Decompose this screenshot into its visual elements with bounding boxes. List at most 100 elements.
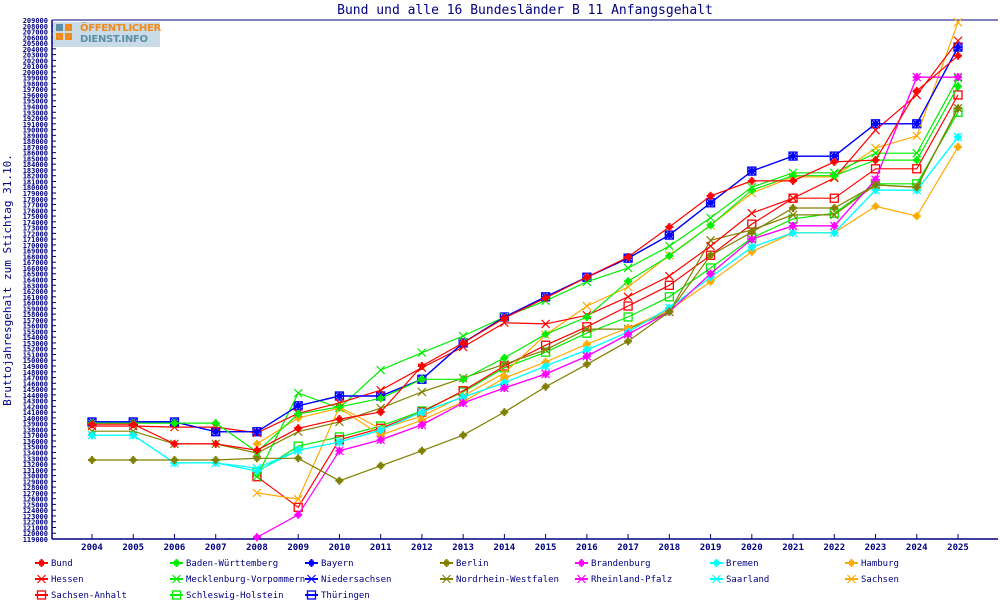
data-point-bremen-core bbox=[873, 187, 879, 193]
data-point-hamburg-core bbox=[749, 249, 755, 255]
data-point-bremen-core bbox=[749, 244, 755, 250]
y-tick-label: 144000 bbox=[23, 392, 48, 400]
data-point-hamburg-core bbox=[708, 279, 714, 285]
series-line-nordrhein-westfalen bbox=[92, 107, 959, 454]
data-point-sachsen bbox=[582, 301, 592, 311]
data-point-berlin-core bbox=[501, 409, 507, 415]
data-point-baden-w-rttemberg-core bbox=[584, 314, 590, 320]
x-tick-label: 2004 bbox=[81, 543, 103, 553]
y-tick-label: 179000 bbox=[23, 190, 48, 198]
data-point-berlin-core bbox=[666, 309, 672, 315]
y-tick-label: 164000 bbox=[23, 277, 48, 285]
logo-text-line1: ÖFFENTLICHER bbox=[80, 23, 161, 34]
legend-label: Bayern bbox=[321, 559, 354, 569]
data-point-mecklenburg-vorpommern bbox=[417, 348, 427, 358]
data-point-hamburg-core bbox=[584, 341, 590, 347]
y-tick-label: 173000 bbox=[23, 225, 48, 233]
legend-marker-icon bbox=[37, 574, 46, 584]
data-point-sachsen-anhalt bbox=[788, 193, 798, 203]
data-point-baden-w-rttemberg-core bbox=[914, 157, 920, 163]
data-point-bund-core bbox=[501, 315, 507, 321]
y-tick-label: 188000 bbox=[23, 138, 48, 146]
legend-label: Nordrhein-Westfalen bbox=[456, 575, 559, 585]
data-point-baden-w-rttemberg-core bbox=[790, 173, 796, 179]
data-point-berlin-core bbox=[460, 432, 466, 438]
data-point-sachsen bbox=[293, 494, 303, 504]
data-point-berlin-core bbox=[955, 105, 961, 111]
y-tick-label: 141000 bbox=[23, 409, 48, 417]
legend-item-baden-w-rttemberg: Baden-Württemberg bbox=[170, 559, 278, 569]
y-tick-label: 157000 bbox=[23, 317, 48, 325]
y-tick-label: 206000 bbox=[23, 34, 48, 42]
series-line-saarland bbox=[92, 136, 959, 469]
data-point-nordrhein-westfalen bbox=[829, 210, 839, 220]
y-tick-label: 200000 bbox=[23, 69, 48, 77]
data-point-hessen bbox=[912, 90, 922, 100]
data-point-sachsen-anhalt bbox=[747, 219, 757, 229]
data-point-bund-core bbox=[460, 340, 466, 346]
data-point-nordrhein-westfalen bbox=[499, 359, 509, 369]
y-tick-label: 151000 bbox=[23, 351, 48, 359]
legend-label: Mecklenburg-Vorpommern bbox=[186, 575, 305, 585]
data-point-bund-core bbox=[790, 178, 796, 184]
logo-text-line2: DIENST.INFO bbox=[80, 34, 148, 45]
x-tick-label: 2017 bbox=[617, 543, 639, 553]
y-tick-label: 203000 bbox=[23, 52, 48, 60]
data-point-hessen bbox=[788, 193, 798, 203]
x-tick-label: 2007 bbox=[205, 543, 227, 553]
y-tick-label: 155000 bbox=[23, 328, 48, 336]
data-point-bremen-core bbox=[501, 380, 507, 386]
data-point-bayern-core bbox=[295, 403, 301, 409]
data-point-bund-core bbox=[708, 193, 714, 199]
data-point-schleswig-holstein bbox=[540, 347, 551, 357]
data-point-bremen-core bbox=[666, 305, 672, 311]
legend-marker-icon bbox=[307, 574, 316, 584]
data-point-berlin-core bbox=[295, 455, 301, 461]
data-point-mecklenburg-vorpommern bbox=[623, 263, 633, 273]
legend-marker-icon bbox=[847, 574, 856, 584]
y-tick-label: 171000 bbox=[23, 236, 48, 244]
y-tick-label: 193000 bbox=[23, 109, 48, 117]
x-tick-label: 2011 bbox=[370, 543, 392, 553]
y-tick-label: 137000 bbox=[23, 432, 48, 440]
series-line-berlin bbox=[92, 107, 959, 482]
y-tick-label: 138000 bbox=[23, 426, 48, 434]
data-point-baden-w-rttemberg-core bbox=[666, 253, 672, 259]
y-tick-label: 122000 bbox=[23, 519, 48, 527]
y-tick-label: 183000 bbox=[23, 167, 48, 175]
data-point-nordrhein-westfalen bbox=[541, 345, 551, 355]
data-point-hessen bbox=[376, 385, 386, 395]
y-tick-label: 189000 bbox=[23, 132, 48, 140]
data-point-baden-w-rttemberg-core bbox=[378, 395, 384, 401]
y-tick-label: 161000 bbox=[23, 294, 48, 302]
data-point-brandenburg-core bbox=[460, 400, 466, 406]
data-point-nordrhein-westfalen bbox=[582, 324, 592, 334]
y-tick-label: 181000 bbox=[23, 178, 48, 186]
y-tick-label: 196000 bbox=[23, 92, 48, 100]
y-tick-label: 136000 bbox=[23, 438, 48, 446]
series-hamburg bbox=[252, 142, 962, 448]
y-tick-label: 142000 bbox=[23, 403, 48, 411]
y-tick-label: 147000 bbox=[23, 375, 48, 383]
data-point-bund-core bbox=[295, 425, 301, 431]
y-tick-label: 204000 bbox=[23, 46, 48, 54]
y-tick-label: 194000 bbox=[23, 104, 48, 112]
data-point-brandenburg-core bbox=[501, 385, 507, 391]
data-point-brandenburg-core bbox=[419, 422, 425, 428]
y-tick-label: 172000 bbox=[23, 230, 48, 238]
data-point-baden-w-rttemberg-core bbox=[295, 411, 301, 417]
data-point-brandenburg-core bbox=[295, 512, 301, 518]
y-tick-label: 197000 bbox=[23, 86, 48, 94]
y-tick-label: 152000 bbox=[23, 346, 48, 354]
legend-marker-icon-core bbox=[309, 560, 314, 566]
y-tick-label: 201000 bbox=[23, 63, 48, 71]
y-tick-label: 130000 bbox=[23, 473, 48, 481]
y-tick-label: 209000 bbox=[23, 17, 48, 25]
data-point-hessen bbox=[664, 271, 674, 281]
y-tick-label: 121000 bbox=[23, 524, 48, 532]
data-point-mecklenburg-vorpommern bbox=[664, 241, 674, 251]
legend-marker-icon-core bbox=[174, 560, 179, 566]
data-point-bund-core bbox=[749, 178, 755, 184]
series-group bbox=[87, 17, 963, 542]
y-tick-label: 205000 bbox=[23, 40, 48, 48]
